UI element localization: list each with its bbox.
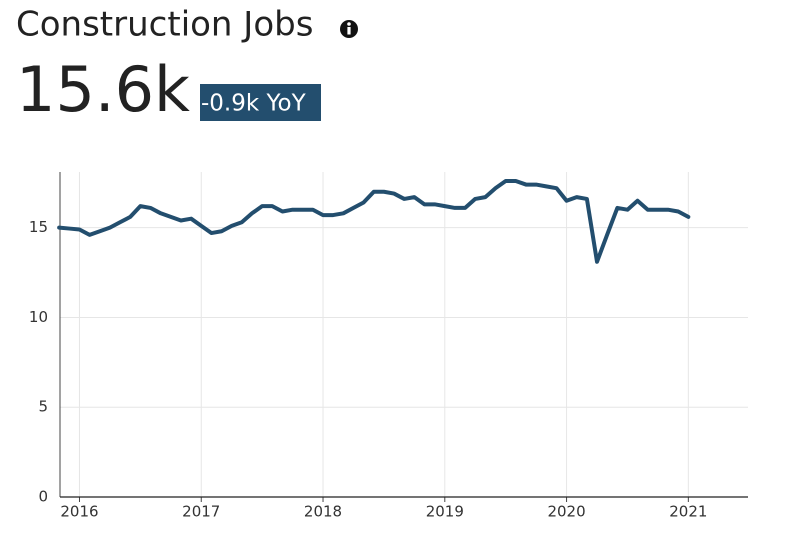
x-tick-label: 2018: [304, 503, 342, 521]
x-tick-label: 2016: [60, 503, 98, 521]
y-tick-label: 0: [38, 488, 48, 506]
headline-value: 15.6k: [16, 53, 190, 126]
info-icon: [340, 20, 358, 38]
change-label: -0.9k YoY: [201, 91, 307, 117]
x-tick-label: 2019: [426, 503, 464, 521]
x-tick-label: 2021: [669, 503, 707, 521]
y-tick-label: 15: [29, 218, 48, 236]
change-badge: [200, 84, 321, 121]
data-line: [57, 178, 691, 264]
x-tick-label: 2017: [182, 503, 220, 521]
chart-title: Construction Jobs: [16, 5, 313, 45]
y-tick-label: 5: [38, 398, 48, 416]
y-tick-label: 10: [29, 308, 48, 326]
x-tick-label: 2020: [547, 503, 585, 521]
